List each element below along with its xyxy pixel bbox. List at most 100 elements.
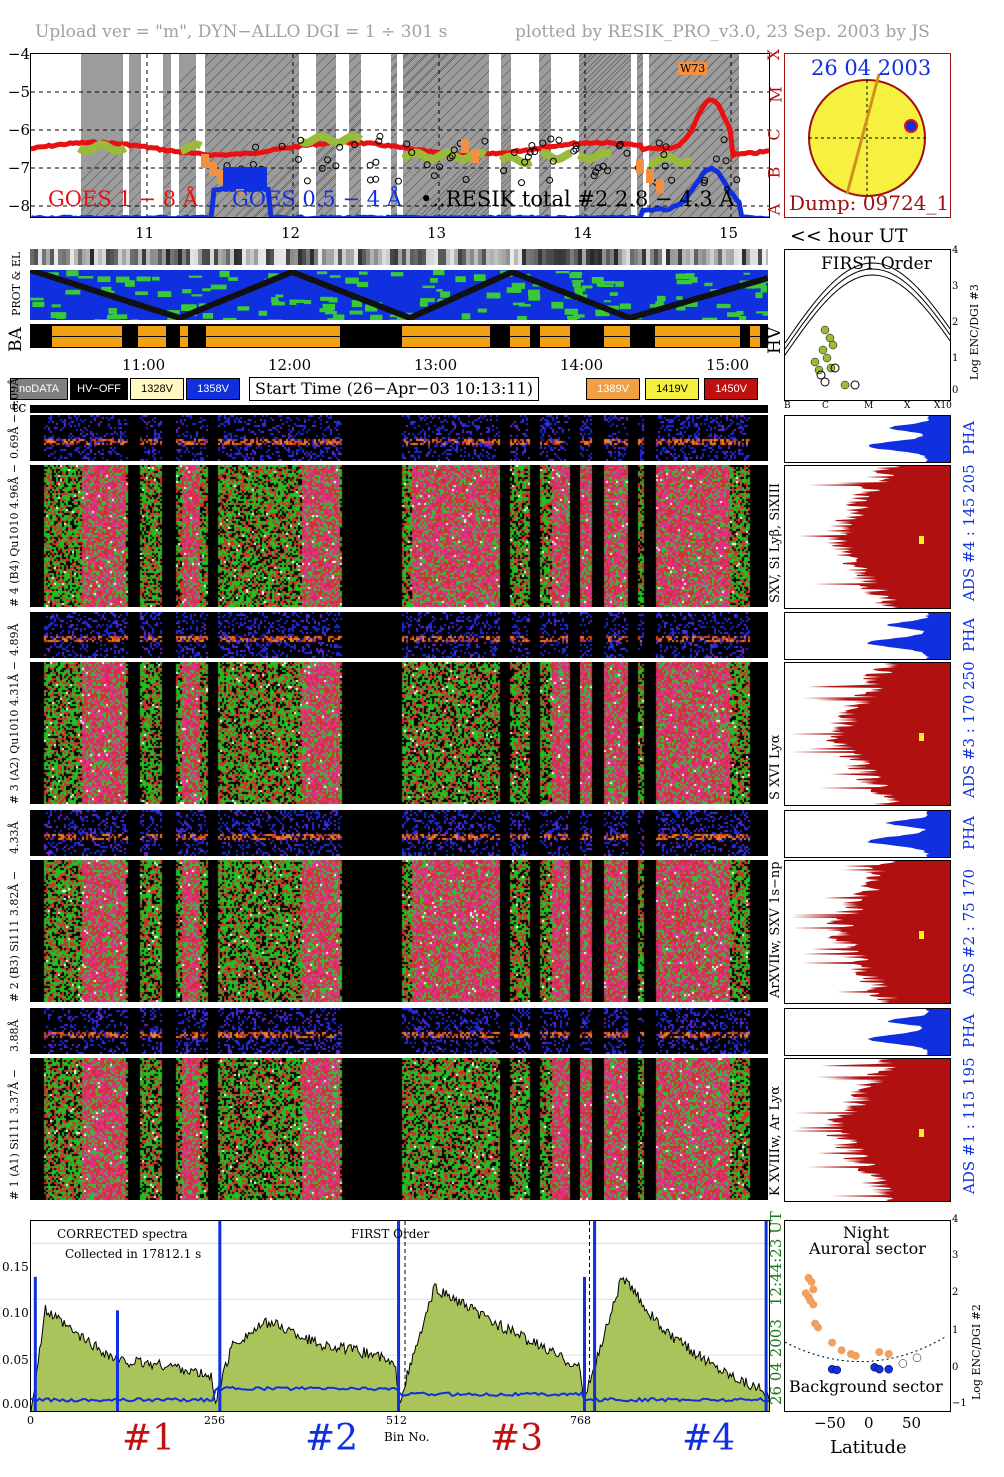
ads-caption: ADS #4 : 145 205: [960, 464, 978, 601]
el-cell: [370, 249, 374, 265]
hatch: [322, 54, 487, 217]
prot-cell: [188, 275, 203, 278]
el-cell: [290, 249, 294, 265]
class-letter: B: [764, 166, 784, 179]
prot-cell: [473, 274, 486, 281]
goes-ytick: −8: [7, 197, 30, 215]
el-cell: [766, 249, 768, 265]
prot-cell: [571, 280, 584, 283]
day-band: [299, 54, 316, 217]
ads-marker: [919, 931, 924, 939]
el-cell: [718, 249, 722, 265]
spec-ytick: 0.00: [2, 1397, 29, 1411]
blue-segment: [223, 167, 267, 189]
pha-channel-label: 4.33Å: [8, 821, 21, 854]
class-letter: A: [764, 203, 784, 216]
resik-point: [590, 172, 598, 180]
ba-segment: [750, 326, 760, 336]
prot-cell: [683, 300, 698, 307]
el-cell: [150, 249, 154, 265]
spec-xtick: 768: [570, 1414, 591, 1427]
resik-point: [423, 161, 431, 169]
prot-cell: [430, 278, 438, 283]
legend-1389v: 1389V: [586, 378, 640, 400]
el-cell: [390, 249, 394, 265]
resik-point: [524, 153, 532, 161]
class-letter: M: [766, 86, 786, 103]
lat-ytick: 2: [952, 1287, 959, 1298]
el-cell: [586, 249, 590, 265]
resik-point: [375, 137, 383, 145]
lat-xlabel: Latitude: [830, 1437, 907, 1458]
goes-panel: [30, 53, 770, 218]
heatmap-canvas: [30, 612, 768, 658]
prot-cell: [320, 296, 334, 301]
el-cell: [518, 249, 522, 265]
prot-cell: [605, 305, 620, 310]
fo-ytick: 4: [952, 245, 959, 256]
el-cell: [730, 249, 734, 265]
el-cell: [334, 249, 338, 265]
hatch: [688, 136, 769, 217]
el-cell: [282, 249, 286, 265]
fo-ytick: 0: [952, 385, 959, 396]
hour-tick: 15: [719, 224, 739, 242]
tc-strip: [30, 405, 768, 413]
prot-cell: [202, 313, 214, 319]
el-cell: [726, 249, 730, 265]
el-cell: [366, 249, 370, 265]
prot-cell: [743, 272, 751, 275]
ads-caption: ADS #3 : 170 250: [960, 661, 978, 798]
prot-cell: [422, 285, 435, 289]
auroral-point: [837, 1346, 846, 1355]
el-cell: [262, 249, 266, 265]
prot-cell: [517, 315, 527, 320]
hour-tick: 14: [573, 224, 593, 242]
legend-nodata: noDATA: [10, 378, 68, 400]
prot-cell: [268, 273, 278, 280]
ba-segment: [138, 326, 166, 336]
el-cell: [470, 249, 474, 265]
el-cell: [590, 249, 594, 265]
prot-cell: [108, 308, 117, 315]
el-cell: [314, 249, 318, 265]
el-cell: [714, 249, 718, 265]
el-cell: [426, 249, 430, 265]
lat-xticks: −50 0 50: [784, 1414, 954, 1432]
el-cell: [126, 249, 130, 265]
heatmap-canvas: [30, 1008, 768, 1054]
el-cell: [130, 249, 134, 265]
prot-cell: [420, 298, 435, 303]
spectrum-panel: CORRECTED spectra Collected in 17812.1 s…: [30, 1220, 770, 1412]
prot-cell: [358, 271, 368, 275]
spec-xtick: 0: [27, 1414, 34, 1427]
prot-cell: [701, 317, 718, 320]
hatch: [558, 54, 723, 217]
el-cell: [62, 249, 66, 265]
heatmap-canvas: [30, 465, 768, 607]
line-label: K XVIIIw, Ar Lyα: [768, 1085, 783, 1196]
first-order-panel: FIRST Order: [784, 249, 951, 401]
el-cell: [118, 249, 122, 265]
hatch: [588, 54, 753, 217]
heatmap-canvas: [30, 415, 768, 461]
el-cell: [538, 249, 542, 265]
el-cell: [258, 249, 262, 265]
line-label: ArXVIIw, SXV 1s−np: [768, 861, 783, 998]
pha-profile: [784, 1008, 951, 1056]
legend-1450v: 1450V: [704, 378, 758, 400]
sun-pointer: [845, 73, 881, 195]
orange-point: [646, 169, 654, 183]
prot-cell: [619, 303, 631, 310]
el-cell: [554, 249, 558, 265]
prot-cell: [182, 289, 192, 294]
start-time-box: Start Time (26−Apr−03 10:13:11): [249, 377, 539, 401]
spectrum-note-2: Collected in 17812.1 s: [65, 1247, 202, 1261]
resik-point: [720, 136, 728, 144]
resik-point: [521, 158, 529, 166]
el-cell: [578, 249, 582, 265]
el-cell: [142, 249, 146, 265]
el-cell: [310, 249, 314, 265]
day-band: [643, 54, 649, 217]
resik-point: [462, 175, 470, 183]
